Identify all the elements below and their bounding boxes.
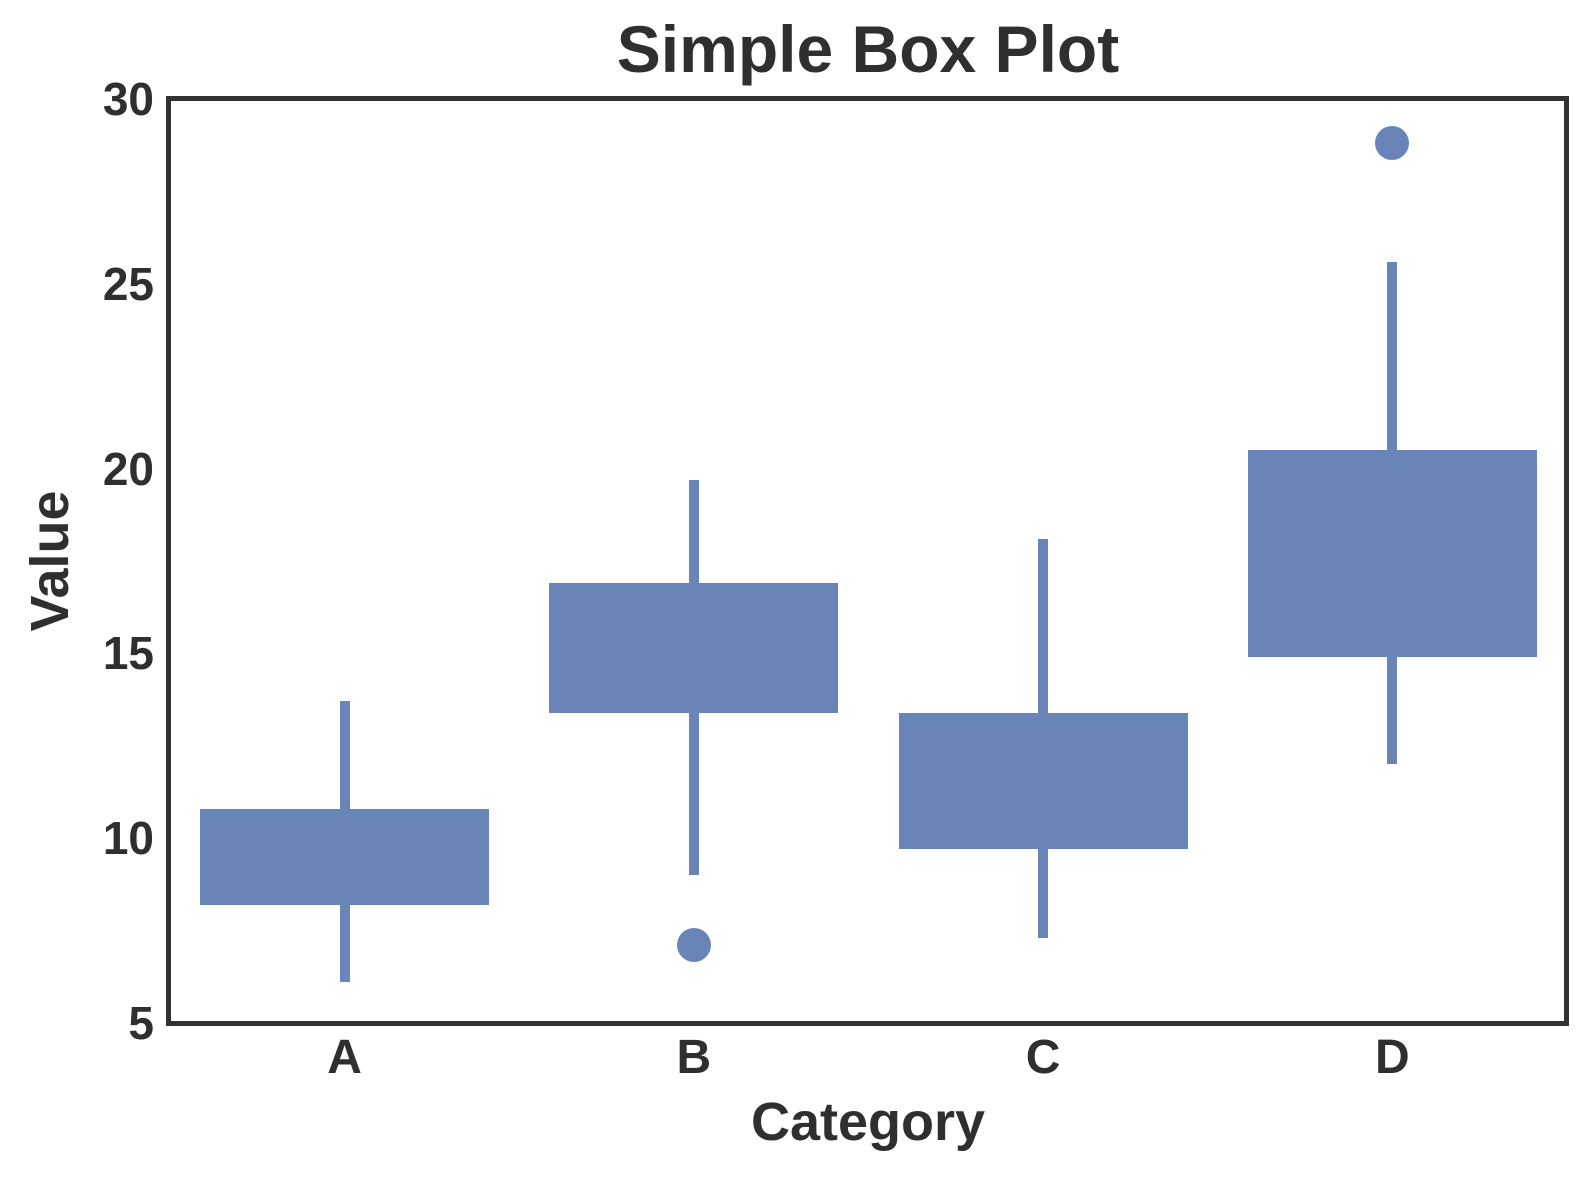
x-tick-label: D: [1375, 1031, 1410, 1084]
y-axis-label: Value: [20, 490, 80, 632]
plot-frame: [166, 96, 1569, 1026]
x-tick-label: A: [327, 1031, 362, 1084]
y-tick-label: 5: [128, 997, 154, 1049]
box-d: [1247, 450, 1537, 658]
box-b: [549, 583, 839, 713]
x-tick-label: C: [1025, 1031, 1061, 1084]
outlier-point-b: [676, 928, 711, 963]
y-tick-label: 10: [102, 812, 154, 865]
x-axis-label: Category: [750, 1092, 986, 1152]
box-c: [898, 712, 1188, 850]
y-tick-label: 20: [102, 442, 154, 495]
y-tick-label: 30: [102, 73, 154, 125]
x-tick-label: B: [676, 1031, 712, 1084]
chart-title: Simple Box Plot: [616, 12, 1120, 86]
outlier-point-d: [1375, 126, 1410, 161]
box-a: [200, 808, 490, 905]
y-tick-label: 15: [102, 627, 154, 680]
y-tick-label: 25: [102, 257, 154, 310]
